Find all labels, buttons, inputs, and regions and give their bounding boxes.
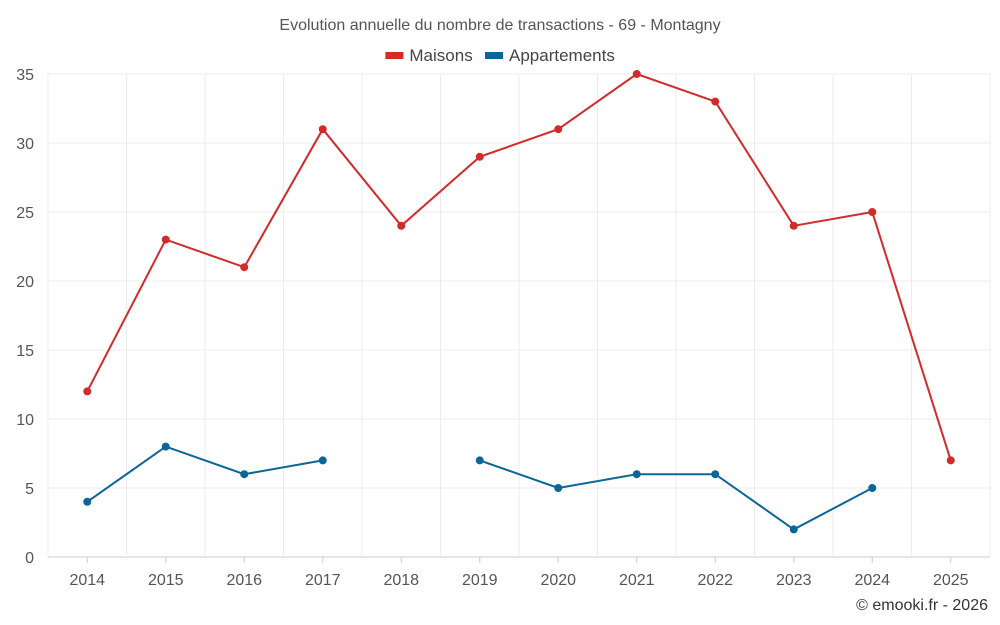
data-point-appartements [711,470,720,479]
data-point-maisons [868,208,877,216]
x-tick-label: 2018 [383,572,419,589]
credit-text: © emooki.fr - 2026 [856,597,988,614]
y-tick-label: 25 [16,205,34,222]
data-point-maisons [397,221,406,230]
legend-label-appartements: Appartements [509,46,615,65]
series-line-appartements [86,445,323,503]
legend-item-appartements: Appartements [485,46,615,65]
y-tick-label: 15 [16,343,34,360]
x-tick-label: 2016 [226,572,262,589]
legend: Maisons Appartements [385,46,615,65]
data-point-appartements [240,470,249,479]
data-point-appartements [868,484,877,492]
data-point-appartements [318,456,327,465]
y-tick-label: 5 [25,481,34,498]
grid [47,73,991,558]
x-tick-label: 2020 [540,572,576,589]
data-point-appartements [789,525,798,534]
data-point-maisons [711,97,720,106]
x-tick-label: 2025 [933,572,969,589]
x-tick-label: 2021 [619,572,655,589]
x-tick-label: 2019 [462,572,498,589]
data-point-maisons [554,125,563,134]
x-tick-label: 2017 [305,572,341,589]
data-point-maisons [789,221,798,230]
series-layer [83,70,955,534]
series-maisons [83,70,955,465]
data-point-maisons [632,70,641,78]
data-point-maisons [946,456,955,465]
data-point-maisons [161,235,170,244]
legend-swatch-maisons [385,52,404,59]
y-tick-label: 20 [16,274,34,291]
y-tick-label: 0 [25,550,34,567]
series-line-appartements [479,459,873,531]
y-tick-label: 30 [16,136,34,153]
x-tick-label: 2014 [69,572,105,589]
data-point-appartements [475,456,484,465]
data-point-appartements [83,497,92,506]
data-point-maisons [240,263,249,272]
x-tick-label: 2022 [697,572,733,589]
legend-swatch-appartements [485,52,503,59]
data-point-maisons [318,125,327,134]
data-point-appartements [554,484,563,492]
x-tick-label: 2023 [776,572,812,589]
x-tick-label: 2024 [854,572,890,589]
legend-item-maisons: Maisons [385,46,473,65]
y-tick-label: 10 [16,412,34,429]
series-appartements [83,442,877,534]
chart-title: Evolution annuelle du nombre de transact… [279,17,720,34]
y-tick-label: 35 [16,67,34,84]
data-point-appartements [161,442,170,451]
x-tick-label: 2015 [148,572,184,589]
data-point-appartements [632,470,641,479]
data-point-maisons [83,387,92,396]
series-line-maisons [86,72,952,461]
legend-label-maisons: Maisons [409,46,472,65]
data-point-maisons [475,152,484,161]
